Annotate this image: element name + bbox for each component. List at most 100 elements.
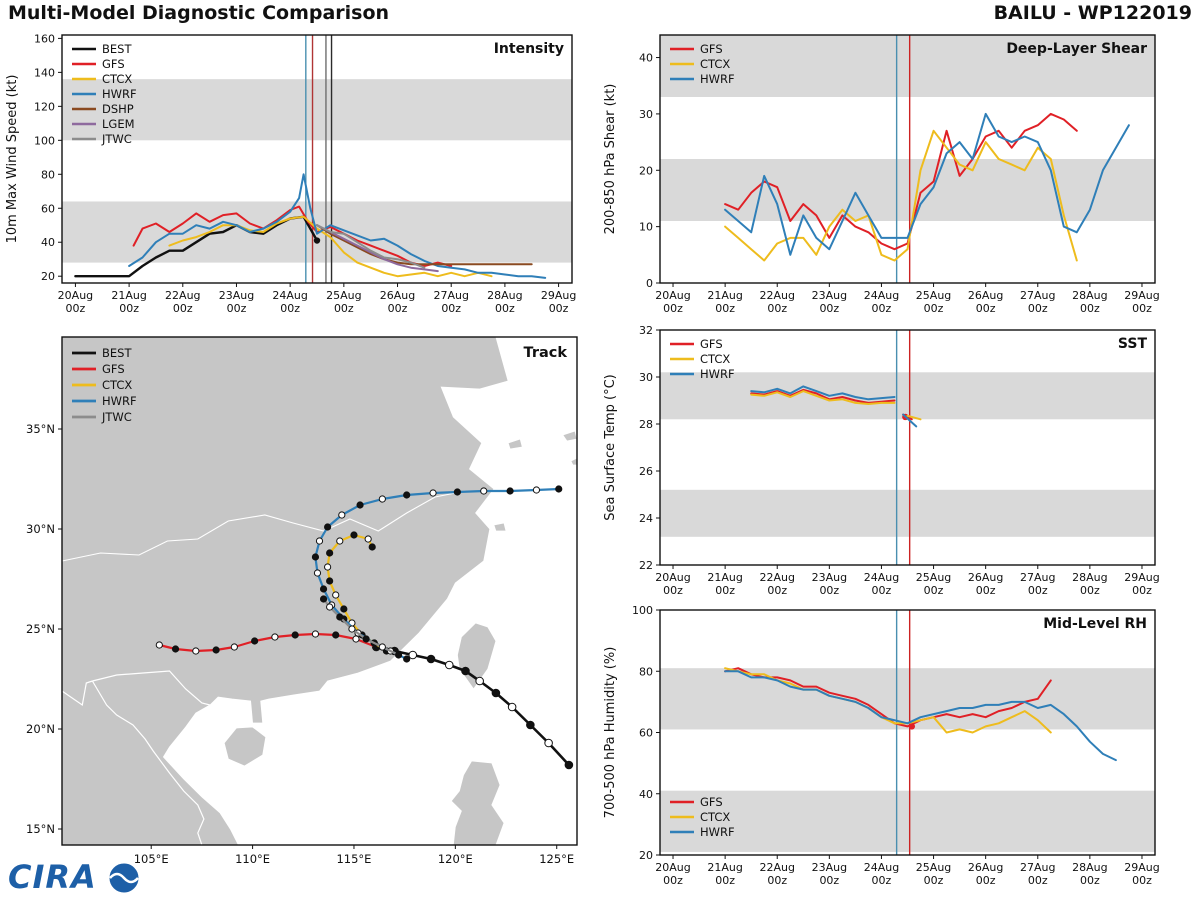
panel-title: Track	[524, 345, 568, 361]
x-tick-label-day: 26Aug	[380, 289, 415, 302]
lon-tick-label: 110°E	[235, 852, 270, 866]
shaded-band	[660, 790, 1155, 852]
legend-label-HWRF: HWRF	[700, 367, 735, 381]
y-axis-label: 700-500 hPa Humidity (%)	[603, 647, 618, 819]
x-tick-label-hour: 00z	[1028, 302, 1048, 315]
track-marker-BEST	[491, 688, 501, 698]
legend-label-CTCX: CTCX	[700, 57, 730, 71]
y-tick-label: 0	[646, 277, 653, 290]
x-tick-label-day: 21Aug	[111, 289, 146, 302]
x-tick-label-day: 24Aug	[864, 571, 899, 584]
x-tick-label-day: 25Aug	[916, 289, 951, 302]
series-BEST	[74, 215, 319, 278]
shaded-band	[660, 159, 1155, 221]
page-title: Multi-Model Diagnostic Comparison	[8, 2, 390, 24]
x-tick-label-hour: 00z	[549, 302, 569, 315]
lon-tick-label: 120°E	[438, 852, 473, 866]
landmass	[223, 726, 267, 767]
track-marker-GFS	[212, 646, 220, 654]
series-LGEM	[316, 224, 439, 273]
x-tick-label-day: 28Aug	[1072, 571, 1107, 584]
x-tick-label-hour: 00z	[1028, 584, 1048, 597]
x-tick-label-hour: 00z	[924, 302, 944, 315]
track-marker-HWRF	[506, 487, 514, 495]
x-tick-label-day: 24Aug	[864, 861, 899, 874]
y-tick-label: 100	[632, 604, 653, 617]
x-tick-label-day: 28Aug	[1072, 289, 1107, 302]
country-border	[91, 680, 205, 845]
track-marker-JTWC	[362, 635, 370, 643]
legend-label-HWRF: HWRF	[700, 72, 735, 86]
y-tick-label: 40	[639, 52, 653, 65]
x-tick-label-day: 25Aug	[916, 861, 951, 874]
legend-label-GFS: GFS	[700, 42, 723, 56]
y-tick-label: 100	[34, 134, 55, 147]
y-tick-label: 30	[639, 371, 653, 384]
river	[62, 490, 466, 562]
x-tick-label-hour: 00z	[872, 874, 892, 887]
intensity-chart: 20Aug00z21Aug00z22Aug00z23Aug00z24Aug00z…	[5, 32, 576, 315]
x-tick-label-hour: 00z	[663, 584, 683, 597]
legend-label-CTCX: CTCX	[700, 352, 730, 366]
landmass	[493, 522, 507, 532]
series-dot-GFS	[908, 723, 916, 730]
x-tick-label-day: 29Aug	[1124, 571, 1159, 584]
track-marker-HWRF	[403, 491, 411, 499]
x-tick-label-hour: 00z	[227, 302, 247, 315]
lon-tick-label: 125°E	[539, 852, 574, 866]
series-CTCX	[168, 215, 493, 278]
legend-label-JTWC: JTWC	[101, 410, 132, 424]
track-marker-CTCX	[326, 549, 334, 557]
track-marker-GFS	[352, 635, 360, 643]
track-marker-JTWC	[378, 643, 386, 651]
x-tick-label-hour: 00z	[388, 302, 408, 315]
track-marker-HWRF	[532, 486, 541, 494]
storm-title: BAILU - WP122019	[993, 2, 1192, 24]
x-tick-label-day: 27Aug	[1020, 571, 1055, 584]
legend-label-BEST: BEST	[102, 42, 132, 56]
x-tick-label-day: 28Aug	[487, 289, 522, 302]
y-tick-label: 160	[34, 32, 55, 45]
track-marker-CTCX	[340, 605, 348, 613]
x-tick-label-day: 29Aug	[541, 289, 576, 302]
y-tick-label: 40	[41, 236, 55, 249]
legend-label-CTCX: CTCX	[102, 378, 132, 392]
x-tick-label-day: 23Aug	[812, 289, 847, 302]
landmass	[570, 457, 577, 466]
cira-logo-wave	[109, 872, 139, 884]
track-marker-GFS	[251, 637, 259, 645]
plot-border	[659, 609, 1156, 856]
x-tick-label-hour: 00z	[767, 584, 787, 597]
track-marker-JTWC	[348, 625, 356, 633]
series-DSHP	[316, 224, 533, 266]
track-marker-HWRF	[315, 537, 324, 545]
y-axis-label: 10m Max Wind Speed (kt)	[5, 75, 20, 244]
country-border	[62, 680, 93, 707]
x-tick-label-hour: 00z	[715, 874, 735, 887]
legend-label-DSHP: DSHP	[102, 102, 134, 116]
track-map: 105°E 110°E 115°E 120°E 125°E 15°N 20°N 25°N 30°…	[26, 336, 578, 866]
track-marker-JTWC	[326, 603, 334, 611]
x-tick-label-hour: 00z	[872, 302, 892, 315]
track-marker-CTCX	[324, 563, 332, 571]
lon-tick-label: 105°E	[134, 852, 169, 866]
x-tick-label-day: 22Aug	[759, 289, 794, 302]
x-tick-label-hour: 00z	[924, 874, 944, 887]
x-tick-label-hour: 00z	[819, 584, 839, 597]
track-marker-JTWC	[336, 613, 344, 621]
track-marker-BEST	[426, 654, 436, 664]
track-marker-BEST	[475, 676, 484, 686]
track-marker-BEST	[507, 702, 517, 712]
x-tick-label-day: 20Aug	[655, 289, 690, 302]
legend-label-HWRF: HWRF	[700, 825, 735, 839]
track-marker-BEST	[564, 760, 574, 770]
y-tick-label: 40	[639, 788, 653, 801]
track-marker-CTCX	[368, 543, 376, 551]
track-marker-GFS	[230, 643, 238, 651]
track-marker-GFS	[192, 647, 200, 655]
track-marker-JTWC	[319, 595, 328, 603]
x-tick-label-hour: 00z	[663, 874, 683, 887]
lat-tick-label: 15°N	[26, 822, 55, 836]
x-tick-label-day: 27Aug	[1020, 861, 1055, 874]
x-tick-label-hour: 00z	[1132, 302, 1152, 315]
